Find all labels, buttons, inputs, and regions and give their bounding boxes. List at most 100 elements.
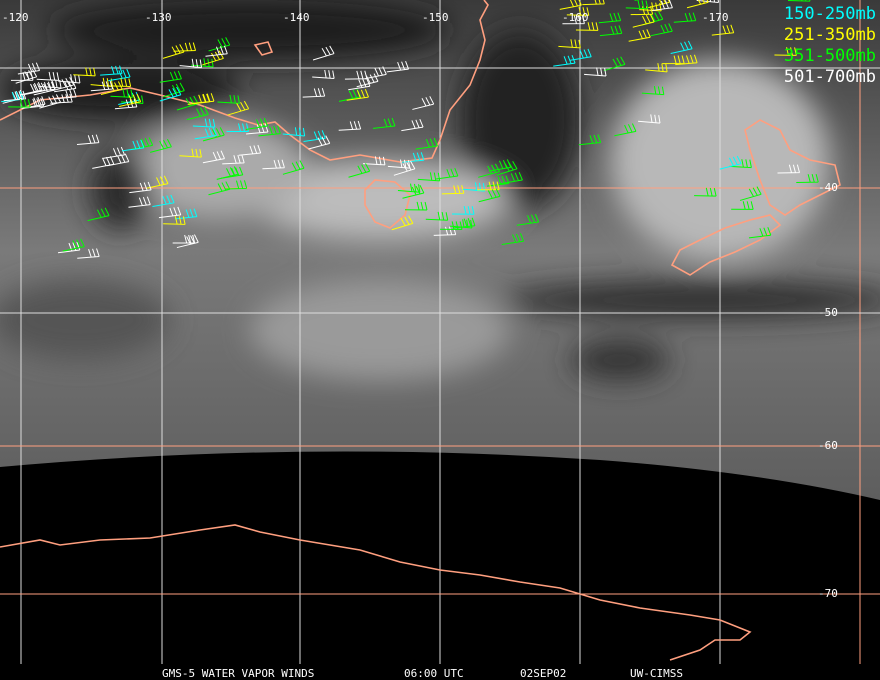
longitude-label: -140	[283, 11, 310, 24]
latitude-label: -50	[818, 306, 838, 319]
wind-barb	[645, 63, 668, 73]
wind-barb	[73, 67, 96, 77]
wind-barb	[312, 45, 335, 61]
latitude-label: -60	[818, 439, 838, 452]
wind-barb	[208, 37, 231, 52]
wind-barb	[686, 0, 709, 9]
wind-barb	[425, 211, 449, 221]
wind-barb	[711, 24, 735, 36]
longitude-label: -150	[422, 11, 449, 24]
wind-barb	[76, 134, 100, 145]
wind-barb	[23, 82, 46, 96]
wind-barb	[401, 152, 425, 163]
credit-label: UW-CIMSS	[630, 667, 683, 680]
wind-barb	[364, 66, 387, 80]
wind-barb	[312, 69, 335, 80]
wind-barb	[462, 182, 486, 192]
wind-barb	[774, 47, 797, 56]
wind-barb	[191, 58, 214, 68]
wind-barb	[36, 71, 60, 81]
wind-barb	[226, 123, 249, 133]
wind-barb	[152, 194, 175, 208]
wind-barb	[52, 76, 75, 92]
coastline-antarctica	[0, 524, 752, 661]
wind-barb	[478, 163, 500, 178]
wind-barb	[173, 42, 197, 52]
wind-barb	[401, 119, 424, 132]
wind-barb	[220, 166, 244, 179]
wind-barb	[796, 173, 819, 183]
cloud-features	[0, 0, 880, 380]
wind-barb	[449, 219, 473, 229]
wind-barb	[39, 94, 61, 109]
wind-barb	[393, 160, 416, 176]
wind-barb	[110, 88, 133, 98]
wind-barb	[346, 89, 369, 101]
coastline-australia	[0, 0, 489, 163]
time-label: 06:00 UTC	[404, 667, 464, 680]
wind-barb	[87, 207, 110, 222]
wind-barb	[584, 67, 607, 77]
coastline-nz-south	[670, 214, 782, 276]
wind-barb	[719, 155, 742, 170]
wind-barb	[174, 208, 198, 220]
satellite-title: GMS-5 WATER VAPOR WINDS	[162, 667, 315, 680]
wind-barb	[478, 188, 501, 203]
wind-barb	[121, 139, 145, 152]
wind-barb	[20, 82, 43, 96]
wind-barb	[501, 233, 525, 245]
wind-barb	[628, 29, 651, 42]
wind-barb	[417, 172, 441, 182]
wind-barb	[562, 15, 585, 25]
wind-barb	[338, 120, 362, 131]
wind-barb	[452, 206, 475, 215]
wind-barb	[787, 0, 811, 2]
wind-barb	[129, 181, 152, 194]
wind-barb	[179, 148, 202, 158]
wind-barb	[386, 61, 410, 73]
longitude-label: -130	[145, 11, 172, 24]
latitude-label: -70	[818, 587, 838, 600]
wind-barb	[748, 227, 772, 239]
wind-barb	[3, 90, 27, 102]
wind-barb	[477, 181, 500, 191]
wind-barb	[433, 226, 457, 236]
wind-barb	[391, 215, 414, 231]
wind-barb	[777, 164, 800, 174]
wind-barb	[302, 87, 326, 98]
wind-barb	[62, 238, 85, 252]
wind-barb	[130, 137, 154, 150]
wind-barb	[495, 160, 518, 176]
wind-barb	[641, 86, 665, 96]
wind-barb	[23, 96, 46, 109]
wind-barb	[578, 134, 602, 146]
wind-barb	[163, 216, 186, 225]
wind-barb	[625, 0, 649, 10]
wind-barb	[387, 159, 411, 169]
wind-barb	[172, 234, 196, 244]
wind-barb	[356, 73, 379, 88]
wind-barb	[673, 12, 697, 23]
wind-barb	[344, 70, 368, 80]
wind-barb	[150, 138, 172, 153]
wind-barb	[436, 167, 459, 180]
wind-barb	[599, 25, 623, 37]
lat-lon-grid	[0, 0, 880, 664]
coastline-nz-north	[744, 119, 841, 216]
wind-barb	[348, 163, 371, 178]
wind-barb	[348, 78, 371, 91]
wind-barb	[21, 97, 45, 109]
wind-barb	[77, 248, 100, 259]
wind-barb	[558, 39, 581, 49]
wind-barb	[119, 93, 142, 107]
wind-barb	[303, 130, 326, 142]
wind-barb	[245, 117, 269, 131]
wind-barb	[33, 81, 56, 93]
legend-501-700mb: 501-700mb	[783, 67, 876, 87]
longitude-label: -160	[562, 11, 589, 24]
wind-barb	[92, 156, 115, 169]
wind-barb	[670, 40, 693, 55]
legend: 150-250mb 251-350mb 351-500mb 501-700mb	[784, 4, 876, 88]
wind-barb	[205, 45, 228, 57]
wind-barb	[582, 0, 605, 6]
